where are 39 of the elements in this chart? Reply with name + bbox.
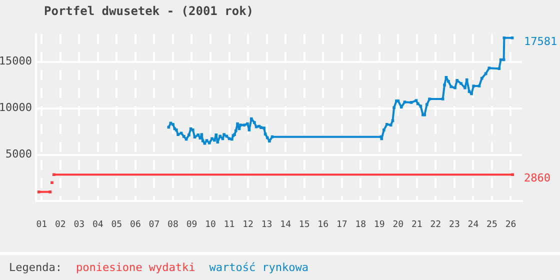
x-tick-label: 18 [355,220,366,230]
point [50,181,54,184]
x-tick-label: 13 [261,220,272,230]
x-tick-label: 05 [111,220,122,230]
x-tick-label: 03 [74,220,85,230]
x-tick-label: 12 [242,220,254,230]
point [52,173,56,176]
text: poniesione wydatki [76,261,196,274]
point [37,190,40,194]
x-tick-label: 08 [168,220,178,230]
x-tick-label: 22 [430,220,442,230]
x-tick-label: 04 [92,220,104,230]
x-tick-label: 11 [224,220,235,230]
x-tick-label: 25 [486,220,498,230]
x-tick-label: 20 [392,220,404,230]
x-tick-label: 01 [36,220,48,230]
x-tick-label: 26 [505,220,516,230]
point [511,173,514,176]
x-tick-label: 02 [54,220,66,230]
x-tick-label: 15 [298,220,310,230]
x-tick-label: 24 [468,220,479,230]
x-tick-label: 23 [449,220,460,230]
data-label: 2860 [524,171,550,184]
x-tick-label: 14 [280,220,291,230]
legend-title: Legenda: [9,261,62,274]
x-tick-label: 10 [205,220,216,230]
y-tick-label: 15000 [0,54,32,68]
x-tick-label: 09 [186,220,198,230]
x-tick-label: 16 [318,220,329,230]
chart-title: Portfel dwusetek - (2001 rok) [44,4,254,18]
x-tick-label: 19 [374,220,385,230]
y-tick-label: 5000 [6,148,32,161]
x-tick-label: 21 [411,220,422,230]
x-tick-label: 17 [336,220,348,230]
text: wartość rynkowa [209,261,309,274]
data-label: 17581 [524,34,558,48]
x-tick-label: 06 [130,220,141,230]
x-tick-label: 07 [148,220,160,230]
y-tick-label: 10000 [0,101,32,114]
